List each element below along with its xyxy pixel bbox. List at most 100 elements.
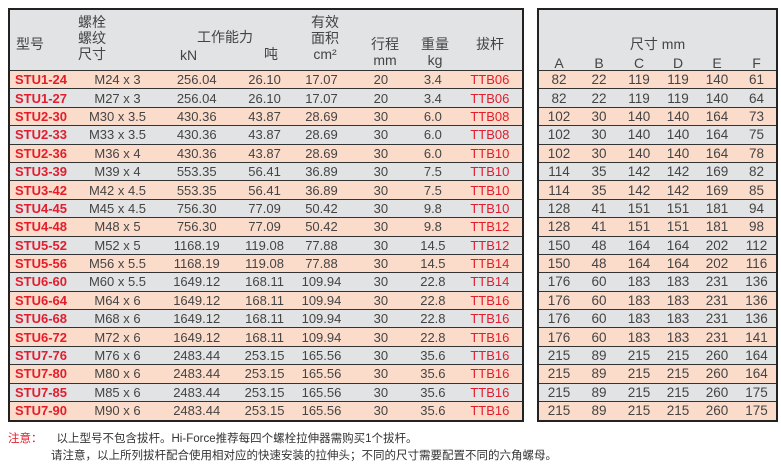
cell-weight: 35.6 xyxy=(420,366,446,382)
cell-load-ton: 168.11 xyxy=(245,292,284,308)
cell-dim-a: 102 xyxy=(547,145,571,161)
cell-load-ton: 168.11 xyxy=(245,274,284,290)
table-row: STU7-85 M85 x 6 2483.44 253.15 165.56 30 35.6 T… xyxy=(10,382,522,402)
cell-dim-c: 215 xyxy=(627,366,651,382)
header-col: C xyxy=(633,55,645,71)
dimension-rows: 82 22 119 119 140 61 82 22 119 119 140 64 102 30 140 14… xyxy=(539,70,776,420)
cell-dim-b: 89 xyxy=(591,366,607,382)
cell-stroke: 30 xyxy=(373,256,389,272)
cell-dim-f: 175 xyxy=(745,403,768,419)
cell-dim-d: 142 xyxy=(666,182,690,198)
cell-dim-d: 151 xyxy=(666,219,690,235)
cell-dim-e: 140 xyxy=(705,72,729,88)
cell-stroke: 30 xyxy=(373,274,389,290)
header-model: 型号 xyxy=(16,36,44,52)
cell-rod: TTB16 xyxy=(470,384,510,400)
cell-load-kn: 430.36 xyxy=(176,127,217,143)
cell-dim-a: 82 xyxy=(551,90,567,106)
cell-dim-a: 150 xyxy=(547,237,571,253)
cell-dim-c: 140 xyxy=(627,108,651,124)
cell-thread: M90 x 6 xyxy=(94,403,141,419)
table-row: STU2-36 M36 x 4 430.36 43.87 28.69 30 6.0 TTB10 xyxy=(10,143,522,162)
cell-load-kn: 256.04 xyxy=(176,90,217,106)
cell-dim-f: 136 xyxy=(745,292,768,308)
cell-weight: 14.5 xyxy=(420,256,446,272)
cell-weight: 35.6 xyxy=(420,348,446,364)
cell-model: STU1-27 xyxy=(15,90,68,106)
table-row: STU6-72 M72 x 6 1649.12 168.11 109.94 30 22.8 T… xyxy=(10,327,522,346)
cell-dim-b: 30 xyxy=(591,127,607,143)
table-row: 102 30 140 140 164 73 xyxy=(539,106,776,126)
cell-model: STU6-64 xyxy=(15,292,68,308)
cell-load-ton: 119.08 xyxy=(245,237,284,253)
cell-dim-f: 82 xyxy=(748,164,765,180)
cell-rod: TTB10 xyxy=(470,182,510,198)
table-row: STU6-60 M60 x 5.5 1649.12 168.11 109.94 30 22.… xyxy=(10,272,522,291)
cell-dim-e: 231 xyxy=(705,292,729,308)
note-line-2: 请注意，以上所列拔杆配合使用相对应的快速安装的拉伸头；不同的尺寸需要配置不同的六… xyxy=(51,450,557,462)
cell-dim-e: 202 xyxy=(705,256,729,272)
header-stroke: 行程 mm xyxy=(371,36,399,68)
cell-load-ton: 253.15 xyxy=(244,348,285,364)
cell-dim-d: 119 xyxy=(667,72,689,88)
cell-dim-f: 141 xyxy=(745,329,768,345)
cell-dim-d: 215 xyxy=(666,366,690,382)
cell-dim-d: 183 xyxy=(666,274,690,290)
table-row: STU2-30 M30 x 3.5 430.36 43.87 28.69 30 6.0 TTB… xyxy=(10,106,522,126)
cell-model: STU7-76 xyxy=(15,348,68,364)
cell-model: STU3-39 xyxy=(15,164,68,180)
cell-dim-b: 60 xyxy=(591,329,607,345)
cell-model: STU7-85 xyxy=(15,384,68,400)
cell-dim-f: 64 xyxy=(748,90,765,106)
cell-thread: M85 x 6 xyxy=(94,384,141,400)
cell-area: 109.94 xyxy=(301,311,342,327)
cell-rod: TTB14 xyxy=(470,256,510,272)
cell-dim-e: 181 xyxy=(705,219,729,235)
cell-dim-a: 114 xyxy=(548,182,570,198)
table-row: STU7-90 M90 x 6 2483.44 253.15 165.56 30 35.6 T… xyxy=(10,401,522,420)
cell-dim-c: 119 xyxy=(628,90,650,106)
cell-rod: TTB12 xyxy=(470,219,510,235)
cell-area: 109.94 xyxy=(301,292,342,308)
cell-dim-d: 183 xyxy=(666,329,690,345)
cell-dim-b: 60 xyxy=(591,311,607,327)
table-row: STU1-24 M24 x 3 256.04 26.10 17.07 20 3.4 TTB06 xyxy=(10,70,522,89)
cell-dim-f: 116 xyxy=(745,256,768,272)
cell-dim-c: 151 xyxy=(627,200,651,216)
cell-dim-d: 164 xyxy=(666,256,690,272)
cell-thread: M30 x 3.5 xyxy=(88,108,147,124)
cell-dim-e: 164 xyxy=(705,127,729,143)
cell-dim-e: 260 xyxy=(705,384,729,400)
cell-load-kn: 553.35 xyxy=(176,182,217,198)
cell-stroke: 30 xyxy=(373,329,389,345)
table-row: STU5-52 M52 x 5 1168.19 119.08 77.88 30 14.5 TT… xyxy=(10,235,522,254)
cell-dim-a: 82 xyxy=(551,72,567,88)
cell-dim-c: 151 xyxy=(627,219,651,235)
cell-load-kn: 1168.19 xyxy=(173,237,220,253)
cell-load-ton: 168.11 xyxy=(245,329,284,345)
table-row: STU6-64 M64 x 6 1649.12 168.11 109.94 30 22.8 T… xyxy=(10,290,522,310)
cell-thread: M24 x 3 xyxy=(94,72,141,88)
cell-model: STU5-52 xyxy=(15,237,68,253)
cell-dim-b: 41 xyxy=(591,200,607,216)
cell-dim-a: 215 xyxy=(547,403,571,419)
cell-thread: M52 x 5 xyxy=(94,237,141,253)
cell-load-kn: 2483.44 xyxy=(173,348,221,364)
cell-area: 77.88 xyxy=(305,237,338,253)
cell-dim-c: 183 xyxy=(627,292,651,308)
cell-rod: TTB10 xyxy=(470,145,510,161)
cell-dim-a: 215 xyxy=(547,384,571,400)
cell-dim-a: 176 xyxy=(547,311,571,327)
cell-weight: 22.8 xyxy=(420,329,446,345)
cell-weight: 35.6 xyxy=(420,384,446,400)
table-row: STU5-56 M56 x 5.5 1168.19 119.08 77.88 30 14.5… xyxy=(10,253,522,273)
cell-dim-e: 164 xyxy=(705,145,729,161)
cell-dim-e: 169 xyxy=(705,164,729,180)
table-row: 215 89 215 215 260 164 xyxy=(539,345,776,365)
cell-area: 17.07 xyxy=(305,72,338,88)
cell-load-ton: 119.08 xyxy=(245,256,284,272)
cell-rod: TTB10 xyxy=(470,164,510,180)
table-row: STU7-76 M76 x 6 2483.44 253.15 165.56 30 35.6 T… xyxy=(10,345,522,365)
cell-rod: TTB16 xyxy=(470,366,510,382)
cell-thread: M80 x 6 xyxy=(94,366,141,382)
